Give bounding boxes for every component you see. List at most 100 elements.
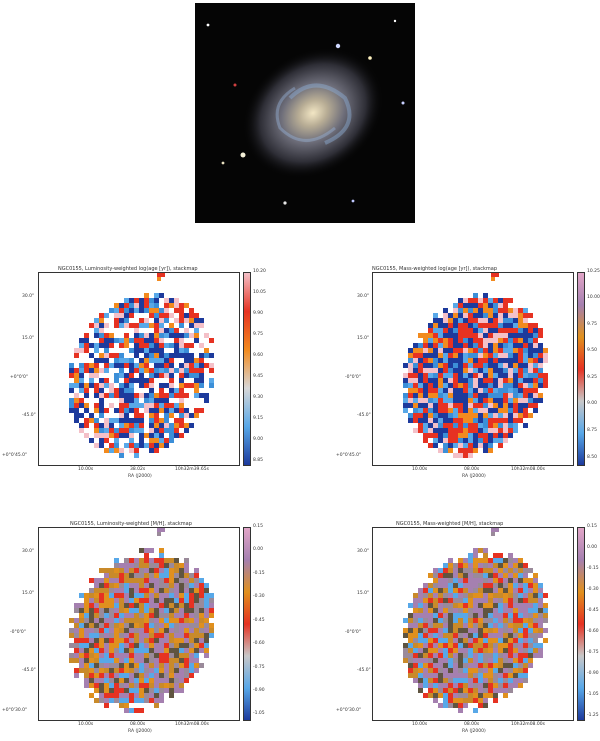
- map-pixel: [129, 628, 134, 633]
- map-pixel: [438, 373, 443, 378]
- map-pixel: [433, 673, 438, 678]
- map-pixel: [503, 643, 508, 648]
- map-pixel: [503, 298, 508, 303]
- map-pixel: [513, 623, 518, 628]
- map-pixel: [179, 323, 184, 328]
- map-pixel: [69, 658, 74, 663]
- map-pixel: [513, 658, 518, 663]
- map-pixel: [513, 613, 518, 618]
- map-pixel: [513, 563, 518, 568]
- map-pixel: [478, 613, 483, 618]
- map-pixel: [179, 333, 184, 338]
- map-pixel: [513, 588, 518, 593]
- map-pixel: [154, 703, 159, 708]
- map-pixel: [468, 613, 473, 618]
- map-pixel: [169, 388, 174, 393]
- map-pixel: [134, 423, 139, 428]
- map-pixel: [423, 388, 428, 393]
- map-pixel: [418, 688, 423, 693]
- map-pixel: [468, 308, 473, 313]
- map-pixel: [134, 348, 139, 353]
- map-pixel: [438, 638, 443, 643]
- map-pixel: [428, 368, 433, 373]
- map-pixel: [478, 368, 483, 373]
- map-pixel: [129, 573, 134, 578]
- map-pixel: [74, 378, 79, 383]
- map-pixel: [89, 643, 94, 648]
- map-pixel: [483, 408, 488, 413]
- map-pixel: [124, 613, 129, 618]
- map-pixel: [164, 673, 169, 678]
- map-pixel: [89, 613, 94, 618]
- map-pixel: [473, 628, 478, 633]
- map-pixel: [448, 638, 453, 643]
- map-pixel: [468, 693, 473, 698]
- map-pixel: [408, 658, 413, 663]
- map-pixel: [74, 653, 79, 658]
- map-pixel: [498, 628, 503, 633]
- map-pixel: [194, 408, 199, 413]
- cbar-tick: -0.75: [587, 650, 599, 655]
- map-pixel: [428, 683, 433, 688]
- map-pixel: [179, 663, 184, 668]
- map-pixel: [174, 578, 179, 583]
- map-pixel: [129, 578, 134, 583]
- map-pixel: [458, 453, 463, 458]
- map-pixel: [498, 583, 503, 588]
- map-pixel: [189, 343, 194, 348]
- map-pixel: [109, 393, 114, 398]
- map-pixel: [209, 338, 214, 343]
- map-pixel: [408, 413, 413, 418]
- map-pixel: [129, 448, 134, 453]
- map-pixel: [463, 338, 468, 343]
- map-pixel: [413, 663, 418, 668]
- map-pixel: [129, 698, 134, 703]
- map-pixel: [483, 298, 488, 303]
- map-pixel: [164, 298, 169, 303]
- map-pixel: [144, 378, 149, 383]
- map-pixel: [94, 433, 99, 438]
- map-pixel: [508, 613, 513, 618]
- map-pixel: [89, 588, 94, 593]
- y-tick: -45.0": [22, 668, 36, 673]
- map-pixel: [493, 608, 498, 613]
- map-pixel: [513, 368, 518, 373]
- map-pixel: [114, 388, 119, 393]
- map-pixel: [144, 398, 149, 403]
- map-pixel: [114, 608, 119, 613]
- map-pixel: [433, 583, 438, 588]
- map-pixel: [488, 628, 493, 633]
- map-pixel: [508, 553, 513, 558]
- map-pixel: [498, 608, 503, 613]
- map-pixel: [104, 408, 109, 413]
- map-pixel: [418, 373, 423, 378]
- map-pixel: [463, 578, 468, 583]
- map-pixel: [423, 413, 428, 418]
- map-pixel: [428, 608, 433, 613]
- map-pixel: [129, 418, 134, 423]
- map-pixel: [448, 663, 453, 668]
- x-tick: 08.00s: [130, 722, 146, 727]
- map-pixel: [488, 663, 493, 668]
- map-pixel: [443, 373, 448, 378]
- x-tick: 10.00s: [412, 722, 428, 727]
- map-pixel: [418, 353, 423, 358]
- map-pixel: [468, 303, 473, 308]
- map-pixel: [174, 593, 179, 598]
- map-pixel: [408, 393, 413, 398]
- map-pixel: [134, 693, 139, 698]
- map-pixel: [448, 353, 453, 358]
- map-pixel: [503, 668, 508, 673]
- map-pixel: [124, 408, 129, 413]
- map-pixel: [99, 588, 104, 593]
- map-pixel: [69, 398, 74, 403]
- map-pixel: [418, 618, 423, 623]
- map-pixel: [179, 613, 184, 618]
- map-pixel: [79, 638, 84, 643]
- map-pixel: [438, 388, 443, 393]
- map-pixel: [448, 328, 453, 333]
- map-pixel: [99, 428, 104, 433]
- map-pixel: [498, 443, 503, 448]
- map-pixel: [488, 648, 493, 653]
- cbar-tick: 10.00: [587, 295, 600, 300]
